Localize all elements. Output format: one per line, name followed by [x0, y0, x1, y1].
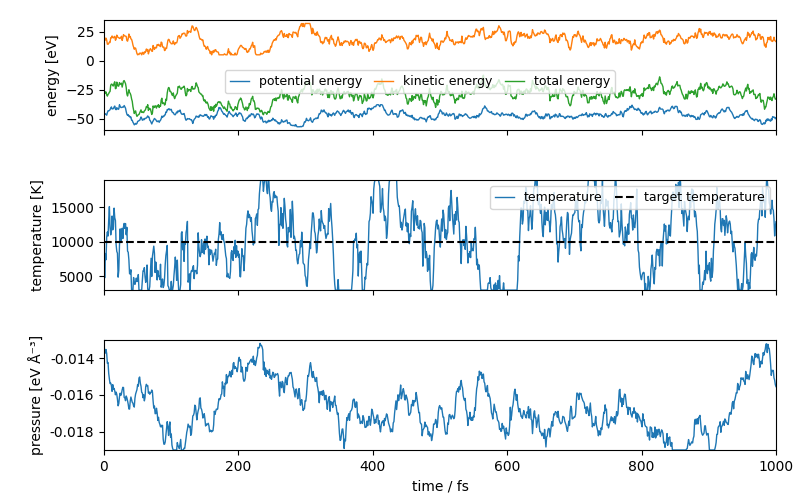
total energy [372, 84, 382, 90]
total energy [396, 84, 406, 90]
kinetic energy [372, 38, 382, 44]
temperature [99, 239, 109, 245]
kinetic energy [99, 38, 109, 44]
Line: total energy: total energy [104, 75, 776, 116]
Y-axis label: pressure [eV Å⁻³]: pressure [eV Å⁻³] [28, 335, 44, 455]
temperature [169, 283, 178, 289]
temperature [637, 276, 646, 282]
potential energy [562, 114, 571, 120]
temperature [562, 218, 571, 224]
potential energy [99, 111, 109, 117]
kinetic energy [133, 52, 142, 58]
X-axis label: time / fs: time / fs [411, 480, 469, 494]
temperature [771, 218, 781, 224]
temperature [397, 220, 406, 226]
kinetic energy [771, 38, 781, 44]
potential energy [292, 124, 302, 130]
Y-axis label: temperature [K]: temperature [K] [31, 179, 45, 291]
kinetic energy [562, 37, 571, 43]
total energy [478, 72, 488, 78]
temperature [256, 177, 266, 183]
kinetic energy [397, 34, 406, 40]
Line: temperature: temperature [104, 180, 776, 290]
Line: kinetic energy: kinetic energy [104, 24, 776, 55]
kinetic energy [637, 40, 646, 46]
Legend: potential energy, kinetic energy, total energy: potential energy, kinetic energy, total … [225, 70, 615, 93]
potential energy [372, 102, 382, 107]
total energy [562, 94, 571, 100]
total energy [132, 114, 142, 119]
total energy [625, 88, 634, 94]
kinetic energy [169, 38, 178, 44]
temperature [372, 177, 382, 183]
total energy [99, 92, 109, 98]
target temperature [100, 239, 110, 245]
potential energy [771, 115, 781, 121]
total energy [169, 90, 178, 96]
temperature [625, 212, 634, 218]
potential energy [114, 102, 124, 107]
total energy [637, 92, 646, 98]
Y-axis label: energy [eV]: energy [eV] [46, 34, 59, 116]
potential energy [637, 110, 646, 116]
Legend: temperature, target temperature: temperature, target temperature [490, 186, 770, 209]
potential energy [625, 105, 634, 111]
target temperature [99, 239, 109, 245]
temperature [126, 287, 136, 293]
potential energy [169, 110, 178, 116]
kinetic energy [625, 40, 634, 46]
Line: potential energy: potential energy [104, 104, 776, 127]
total energy [771, 96, 781, 102]
kinetic energy [297, 20, 306, 26]
potential energy [397, 108, 406, 114]
